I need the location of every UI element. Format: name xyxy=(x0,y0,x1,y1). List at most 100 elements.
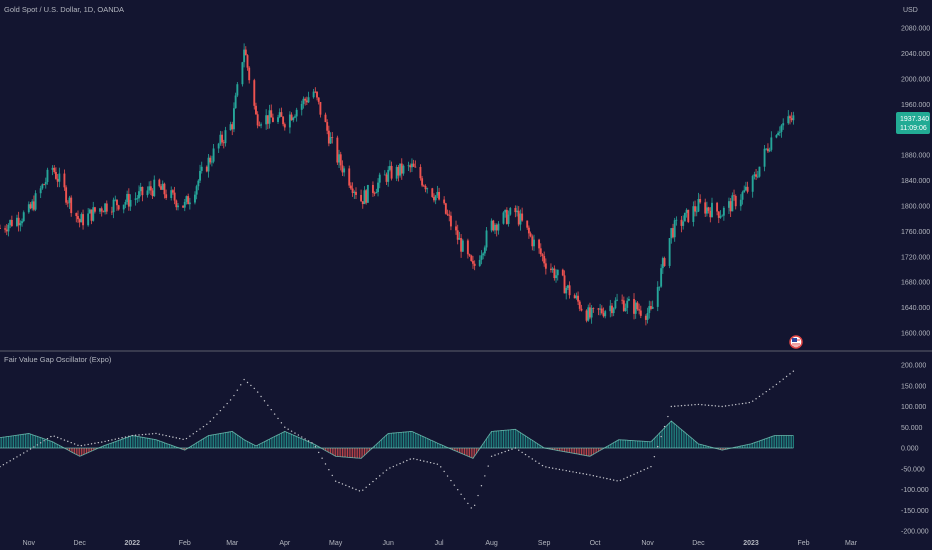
candle-body xyxy=(434,195,437,201)
oscillator-pane[interactable]: Fair Value Gap Oscillator (Expo) xyxy=(0,355,795,509)
oscillator-dot xyxy=(443,470,445,473)
oscillator-dot xyxy=(358,490,361,492)
oscillator-dot xyxy=(233,394,235,397)
candle-body xyxy=(634,302,637,314)
candle-body xyxy=(544,263,547,269)
price-pane[interactable]: Gold Spot / U.S. Dollar, 1D, OANDA xyxy=(0,5,795,326)
candle-body xyxy=(29,204,32,209)
candle-body xyxy=(53,167,56,172)
candle-body xyxy=(646,312,649,320)
candle-body xyxy=(199,170,201,181)
candle-body xyxy=(104,203,107,212)
candle-body xyxy=(517,210,520,225)
oscillator-dot xyxy=(290,430,293,432)
candle-body xyxy=(270,110,273,118)
oscillator-dot xyxy=(657,445,659,448)
oscillator-axis[interactable]: 200.000 150.000 100.000 50.000 0.000 -50.000 -… xyxy=(901,363,929,536)
oscillator-dot xyxy=(596,475,598,478)
oscillator-dot xyxy=(650,465,652,468)
oscillator-dot xyxy=(572,471,574,473)
time-tick-label: Feb xyxy=(798,540,810,547)
oscillator-dot xyxy=(202,425,205,428)
oscillator-dot xyxy=(331,474,333,477)
price-tick-label: 1840.000 xyxy=(901,178,930,185)
time-tick-label: Nov xyxy=(23,540,36,547)
candle-body xyxy=(551,268,554,270)
candle-body xyxy=(183,201,186,208)
oscillator-dot xyxy=(348,486,350,488)
candle-body xyxy=(112,199,115,213)
candle-body xyxy=(656,287,659,307)
candle-body xyxy=(399,163,402,176)
candle-body xyxy=(341,165,344,173)
candle-body xyxy=(490,220,493,231)
candle-body xyxy=(387,169,390,182)
candle-body xyxy=(182,205,185,208)
oscillator-dot xyxy=(653,455,656,458)
oscillator-dot xyxy=(178,437,181,440)
candle-body xyxy=(719,216,722,218)
candle-body xyxy=(770,137,773,150)
candle-body xyxy=(448,214,451,216)
candle-body xyxy=(278,112,281,118)
candle-body xyxy=(527,227,530,234)
candle-body xyxy=(177,205,179,208)
candle-body xyxy=(151,190,154,197)
oscillator-dot xyxy=(267,404,269,406)
candle-body xyxy=(75,213,78,217)
oscillator-dot xyxy=(579,472,581,474)
time-tick-label: Aug xyxy=(485,540,498,547)
candle-body xyxy=(722,207,725,216)
us-flag-icon[interactable] xyxy=(789,335,803,349)
candle-body xyxy=(504,209,507,213)
candle-body xyxy=(78,219,81,223)
oscillator-dot xyxy=(528,456,530,458)
oscillator-dot xyxy=(172,436,174,438)
candle-body xyxy=(626,300,629,308)
candle-body xyxy=(260,124,263,126)
candlestick-series xyxy=(0,43,795,326)
candle-body xyxy=(343,168,346,173)
candle-body xyxy=(383,174,386,176)
candle-body xyxy=(616,299,619,301)
candle-body xyxy=(509,208,512,215)
oscillator-dot xyxy=(433,462,435,465)
time-axis[interactable]: Nov Dec 2022 Feb Mar Apr May Jun Jul Aug Sep Oct Nov… xyxy=(23,540,858,547)
oscillator-dot xyxy=(294,432,296,434)
oscillator-dot xyxy=(565,469,567,472)
candle-body xyxy=(482,253,485,256)
candle-body xyxy=(695,211,698,213)
oscillator-dot xyxy=(724,405,727,407)
candle-body xyxy=(336,137,339,163)
candle-body xyxy=(236,84,239,96)
time-tick-label: Dec xyxy=(692,540,705,547)
oscillator-dot xyxy=(660,435,662,438)
oscillator-dot xyxy=(457,489,459,491)
candle-body xyxy=(753,174,756,177)
oscillator-dot xyxy=(73,443,76,445)
candle-body xyxy=(494,224,496,231)
candle-body xyxy=(248,67,251,81)
oscillator-dot xyxy=(284,426,286,428)
oscillator-dot xyxy=(792,370,795,372)
oscillator-dot xyxy=(701,404,703,406)
oscillator-dot xyxy=(511,448,513,450)
candle-body xyxy=(529,233,532,237)
time-tick-label: Jun xyxy=(383,540,394,547)
candle-body xyxy=(241,62,244,85)
oscillator-dot xyxy=(195,430,198,433)
oscillator-dot xyxy=(728,404,730,407)
candle-body xyxy=(385,174,388,182)
indicator-title[interactable]: Fair Value Gap Oscillator (Expo) xyxy=(4,355,112,364)
oscillator-tick-label: -150.000 xyxy=(901,508,929,515)
candle-body xyxy=(277,117,279,122)
candle-body xyxy=(219,134,222,144)
symbol-title[interactable]: Gold Spot / U.S. Dollar, 1D, OANDA xyxy=(4,5,124,14)
candle-body xyxy=(90,209,93,221)
oscillator-dot xyxy=(484,475,486,477)
candle-body xyxy=(288,114,291,128)
oscillator-dot xyxy=(477,494,479,497)
candle-body xyxy=(173,192,176,201)
oscillator-dot xyxy=(212,417,215,419)
oscillator-dot xyxy=(629,475,632,477)
